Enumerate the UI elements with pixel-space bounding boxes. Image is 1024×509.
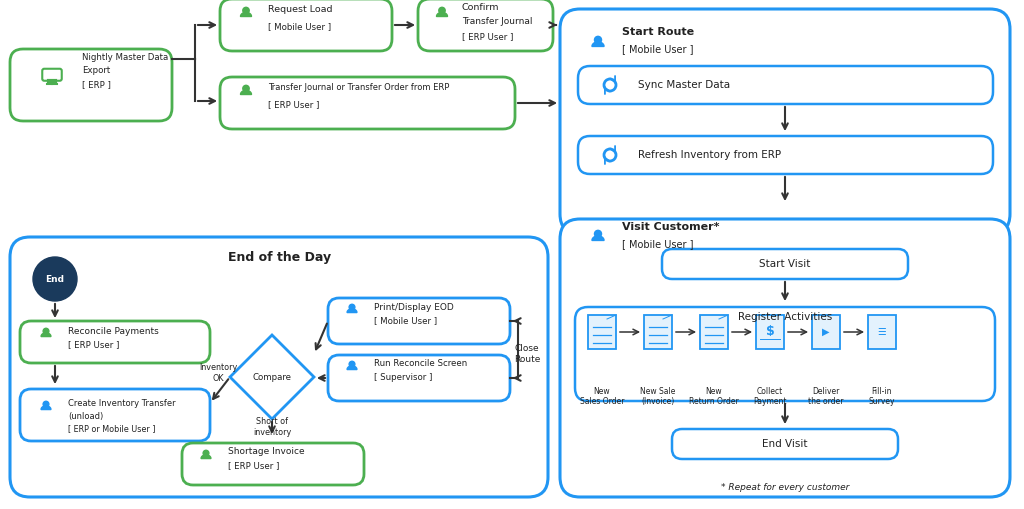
Circle shape	[595, 231, 601, 237]
Text: Register Activities: Register Activities	[738, 312, 833, 322]
FancyBboxPatch shape	[575, 307, 995, 401]
Text: End Visit: End Visit	[762, 439, 808, 449]
Text: [ Supervisor ]: [ Supervisor ]	[374, 374, 432, 382]
Text: Compare: Compare	[253, 373, 292, 382]
Polygon shape	[592, 236, 604, 240]
Text: Fill-in
Survey: Fill-in Survey	[868, 387, 895, 406]
Text: Start Route: Start Route	[622, 27, 694, 37]
Text: Request Load: Request Load	[268, 6, 333, 14]
Polygon shape	[241, 12, 252, 16]
Text: [ Mobile User ]: [ Mobile User ]	[622, 44, 693, 54]
Polygon shape	[41, 406, 51, 410]
Circle shape	[439, 7, 445, 14]
FancyBboxPatch shape	[868, 315, 896, 349]
FancyBboxPatch shape	[560, 9, 1010, 234]
Circle shape	[595, 36, 601, 43]
FancyBboxPatch shape	[20, 389, 210, 441]
Text: [ ERP User ]: [ ERP User ]	[462, 33, 513, 42]
Polygon shape	[436, 12, 447, 16]
Text: Visit Customer*: Visit Customer*	[622, 222, 720, 232]
Text: Transfer Journal or Transfer Order from ERP: Transfer Journal or Transfer Order from …	[268, 83, 450, 93]
Text: (unload): (unload)	[68, 411, 103, 420]
FancyBboxPatch shape	[220, 0, 392, 51]
Text: Print/Display EOD: Print/Display EOD	[374, 302, 454, 312]
Text: Refresh Inventory from ERP: Refresh Inventory from ERP	[638, 150, 781, 160]
Circle shape	[243, 7, 249, 14]
Text: ▶: ▶	[822, 327, 829, 337]
FancyBboxPatch shape	[812, 315, 840, 349]
Text: Confirm: Confirm	[462, 4, 500, 13]
Text: Run Reconcile Screen: Run Reconcile Screen	[374, 359, 467, 369]
Text: Reconcile Payments: Reconcile Payments	[68, 326, 159, 335]
Text: [ ERP User ]: [ ERP User ]	[268, 100, 319, 109]
FancyBboxPatch shape	[182, 443, 364, 485]
Text: Start Visit: Start Visit	[760, 259, 811, 269]
Text: [ Mobile User ]: [ Mobile User ]	[268, 22, 331, 32]
Text: New
Sales Order: New Sales Order	[580, 387, 625, 406]
FancyBboxPatch shape	[588, 315, 616, 349]
FancyBboxPatch shape	[672, 429, 898, 459]
Text: Collect
Payment: Collect Payment	[754, 387, 786, 406]
Circle shape	[43, 328, 49, 334]
Text: [ Mobile User ]: [ Mobile User ]	[374, 317, 437, 325]
FancyBboxPatch shape	[578, 66, 993, 104]
Polygon shape	[241, 90, 252, 95]
Text: Transfer Journal: Transfer Journal	[462, 17, 532, 26]
Text: ☰: ☰	[878, 327, 887, 337]
FancyBboxPatch shape	[20, 321, 210, 363]
FancyBboxPatch shape	[328, 298, 510, 344]
Text: Inventory
OK: Inventory OK	[199, 363, 238, 383]
FancyBboxPatch shape	[10, 49, 172, 121]
FancyBboxPatch shape	[220, 77, 515, 129]
FancyBboxPatch shape	[578, 136, 993, 174]
FancyBboxPatch shape	[418, 0, 553, 51]
Polygon shape	[201, 455, 211, 459]
Text: End of the Day: End of the Day	[228, 250, 332, 264]
Text: Shortage Invoice: Shortage Invoice	[228, 447, 304, 457]
FancyBboxPatch shape	[700, 315, 728, 349]
Text: * Repeat for every customer: * Repeat for every customer	[721, 483, 849, 492]
Circle shape	[243, 86, 249, 92]
Polygon shape	[592, 42, 604, 46]
Text: [ Mobile User ]: [ Mobile User ]	[622, 239, 693, 249]
Text: Create Inventory Transfer: Create Inventory Transfer	[68, 399, 176, 408]
FancyBboxPatch shape	[662, 249, 908, 279]
Polygon shape	[347, 309, 357, 313]
FancyBboxPatch shape	[756, 315, 784, 349]
Circle shape	[43, 401, 49, 407]
Circle shape	[349, 304, 355, 310]
Circle shape	[349, 361, 355, 367]
Circle shape	[203, 450, 209, 456]
Text: Short of
inventory: Short of inventory	[253, 417, 291, 437]
FancyBboxPatch shape	[328, 355, 510, 401]
Polygon shape	[347, 366, 357, 370]
Text: [ ERP User ]: [ ERP User ]	[68, 341, 120, 350]
FancyBboxPatch shape	[42, 69, 61, 81]
Text: New
Return Order: New Return Order	[689, 387, 739, 406]
Circle shape	[33, 257, 77, 301]
Polygon shape	[230, 335, 314, 419]
Text: Nightly Master Data: Nightly Master Data	[82, 52, 168, 62]
Text: Export: Export	[82, 67, 111, 75]
Text: $: $	[766, 325, 774, 338]
FancyBboxPatch shape	[644, 315, 672, 349]
FancyBboxPatch shape	[560, 219, 1010, 497]
Polygon shape	[41, 333, 51, 336]
Text: Close
Route: Close Route	[514, 344, 541, 364]
Text: New Sale
(Invoice): New Sale (Invoice)	[640, 387, 676, 406]
Text: Deliver
the order: Deliver the order	[808, 387, 844, 406]
Text: [ ERP User ]: [ ERP User ]	[228, 462, 280, 470]
Text: End: End	[45, 274, 65, 284]
Text: [ ERP or Mobile User ]: [ ERP or Mobile User ]	[68, 425, 156, 434]
FancyBboxPatch shape	[10, 237, 548, 497]
Text: [ ERP ]: [ ERP ]	[82, 80, 111, 90]
Text: Sync Master Data: Sync Master Data	[638, 80, 730, 90]
